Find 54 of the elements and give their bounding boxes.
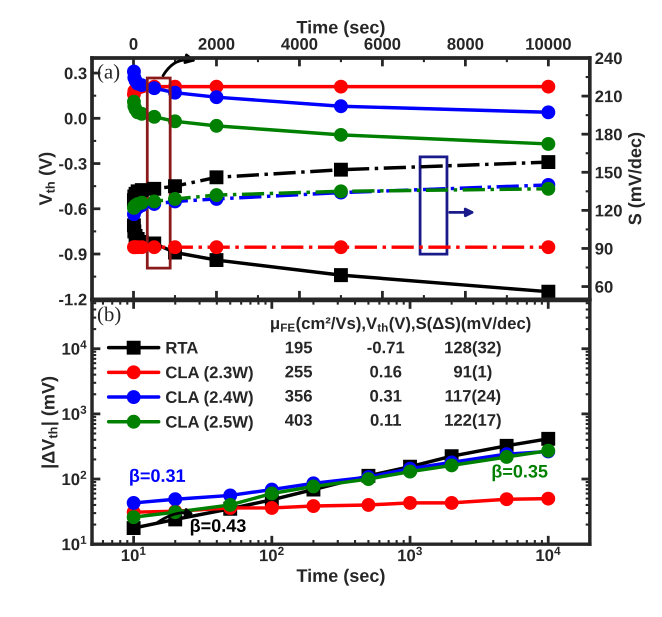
y2-tick-label: 60 <box>595 280 613 293</box>
y-tick-label: 0.0 <box>64 112 86 125</box>
x-tick-label: 10$^{2}$ <box>260 546 284 562</box>
annotation: 128(32) <box>445 341 501 357</box>
annotation: β=0.43 <box>190 518 246 536</box>
legend-label: RTA <box>166 342 198 354</box>
annotation: 91(1) <box>454 365 492 381</box>
y2-tick-label: 90 <box>595 242 613 255</box>
annotation: 403 <box>284 414 312 426</box>
y2-tick-label: 240 <box>595 52 622 64</box>
y2-tick-label: 210 <box>595 90 622 102</box>
legend-label: CLA (2.5W) <box>166 416 253 432</box>
annotation: 356 <box>285 390 312 402</box>
annotation: -0.71 <box>367 342 404 354</box>
y2-tick-label: 180 <box>596 128 622 140</box>
y-tick-label: -0.9 <box>59 248 87 260</box>
legend-label: CLA (2.3W) <box>166 366 253 382</box>
y-axis-title: |ΔV$_{th}$| (mV) <box>41 376 58 468</box>
x-tick-label: 8000 <box>447 38 484 50</box>
annotation: 0.11 <box>370 414 402 426</box>
x-tick-label: 6000 <box>364 38 400 50</box>
chart-title: (a) <box>98 64 120 83</box>
y-axis-title: V$_{th}$ (V) <box>38 152 56 206</box>
y-tick-label: -1.2 <box>59 294 86 306</box>
annotation: β=0.35 <box>492 464 548 482</box>
x-tick-label: 0 <box>130 38 138 50</box>
x-tick-label: 10$^{4}$ <box>536 546 561 562</box>
annotation: 117(24) <box>446 389 500 405</box>
y-tick-label: 10$^{3}$ <box>62 406 86 420</box>
y-tick-label: 10$^{1}$ <box>62 536 86 550</box>
annotation: β=0.31 <box>130 468 186 486</box>
legend-label: CLA (2.4W) <box>166 390 253 406</box>
x-tick-label: 10$^{3}$ <box>398 546 422 562</box>
chart-title: (b) <box>98 306 120 326</box>
annotation: 0.31 <box>370 390 402 402</box>
annotation: 122(17) <box>445 414 501 430</box>
x-axis-title: Time (sec) <box>296 20 385 38</box>
y-tick-label: 10$^{4}$ <box>62 340 87 355</box>
annotation: 255 <box>285 366 312 378</box>
x-axis-title: Time (sec) <box>296 568 385 586</box>
x-tick-label: 10$^{1}$ <box>122 546 146 562</box>
x-tick-label: 2000 <box>198 38 234 50</box>
y-tick-label: 10$^{2}$ <box>62 470 86 486</box>
annotation: 195 <box>286 342 312 354</box>
x-tick-label: 10000 <box>526 38 571 50</box>
y-tick-label: 0.3 <box>64 67 87 80</box>
y-tick-label: -0.6 <box>59 203 87 215</box>
legend-title: μ$_{FE}$(cm²/Vs),V$_{th}$(V),S(ΔS)(mV/dec) <box>271 316 530 332</box>
annotation: 0.16 <box>370 366 402 378</box>
x-tick-label: 4000 <box>281 38 318 50</box>
y-tick-label: -0.3 <box>59 158 87 170</box>
y2-axis-title: S (mV/dec) <box>628 132 645 225</box>
y2-tick-label: 120 <box>596 204 622 217</box>
y2-tick-label: 150 <box>596 166 622 178</box>
